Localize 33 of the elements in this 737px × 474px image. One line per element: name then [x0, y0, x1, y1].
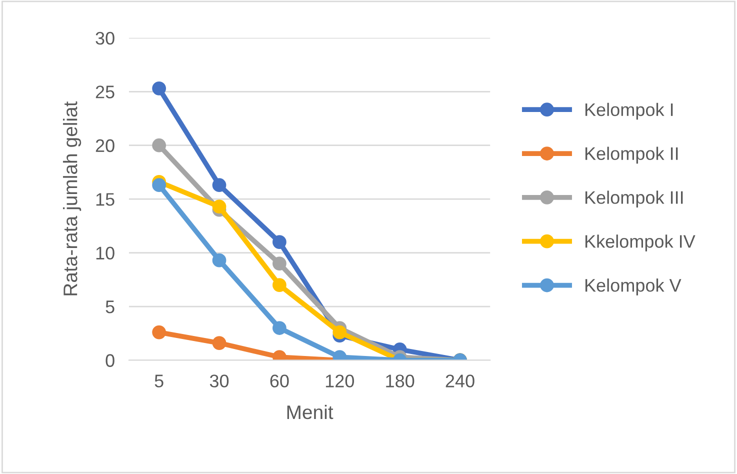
point [212, 178, 226, 192]
point [152, 325, 166, 340]
y-axis-title: Rata-rata jumlah geliat [62, 101, 82, 296]
x-tick-label: 180 [386, 374, 414, 388]
point [272, 321, 286, 335]
legend-label: Kelompok II [585, 146, 678, 164]
point [272, 235, 286, 249]
point [272, 256, 286, 270]
legend-label: Kelompok V [585, 278, 682, 296]
y-tick-label: 30 [96, 32, 114, 45]
y-tick-label: 0 [106, 354, 114, 367]
x-tick-label: 240 [446, 374, 474, 388]
legend-label: Kelompok I [585, 102, 673, 120]
y-tick-label: 5 [106, 300, 114, 314]
y-tick-label: 20 [96, 139, 114, 152]
legend-label: Kelompok III [585, 190, 683, 208]
x-tick-label: 120 [326, 374, 354, 388]
point [152, 81, 166, 96]
x-tick-label: 5 [154, 374, 164, 388]
point [152, 138, 166, 152]
point [272, 278, 286, 292]
point [152, 178, 166, 192]
y-tick-label: 25 [96, 86, 114, 98]
x-tick-label: 60 [270, 374, 289, 388]
y-tick-label: 10 [96, 246, 114, 260]
point [212, 253, 226, 268]
point [212, 336, 226, 350]
y-tick-label: 15 [96, 193, 114, 206]
x-tick-label: 30 [210, 374, 229, 388]
legend-label: Kkelompok IV [585, 234, 696, 252]
point [212, 200, 226, 214]
x-axis-title: Menit [287, 404, 334, 420]
point [332, 325, 347, 340]
